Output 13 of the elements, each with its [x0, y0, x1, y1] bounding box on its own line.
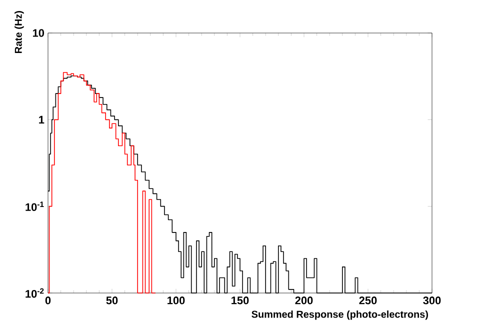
x-tick-label: 200 — [295, 296, 313, 304]
x-tick-label: 100 — [168, 296, 185, 304]
y-axis-title: Rate (Hz) — [14, 11, 24, 54]
y-tick-label: 10$^{-2}$ — [26, 288, 44, 298]
x-axis-title: Summed Response (photo-electrons) — [252, 310, 428, 320]
x-tick-label: 50 — [106, 296, 118, 304]
x-tick-label: 250 — [359, 296, 377, 304]
x-tick-label: 0 — [45, 296, 51, 304]
x-tick-label: 150 — [232, 296, 249, 304]
y-tick-label: 10$^{-1}$ — [26, 202, 44, 212]
y-tick-label: 10 — [32, 29, 44, 37]
y-tick-label: 1 — [39, 116, 44, 124]
x-tick-label: 300 — [423, 296, 441, 304]
